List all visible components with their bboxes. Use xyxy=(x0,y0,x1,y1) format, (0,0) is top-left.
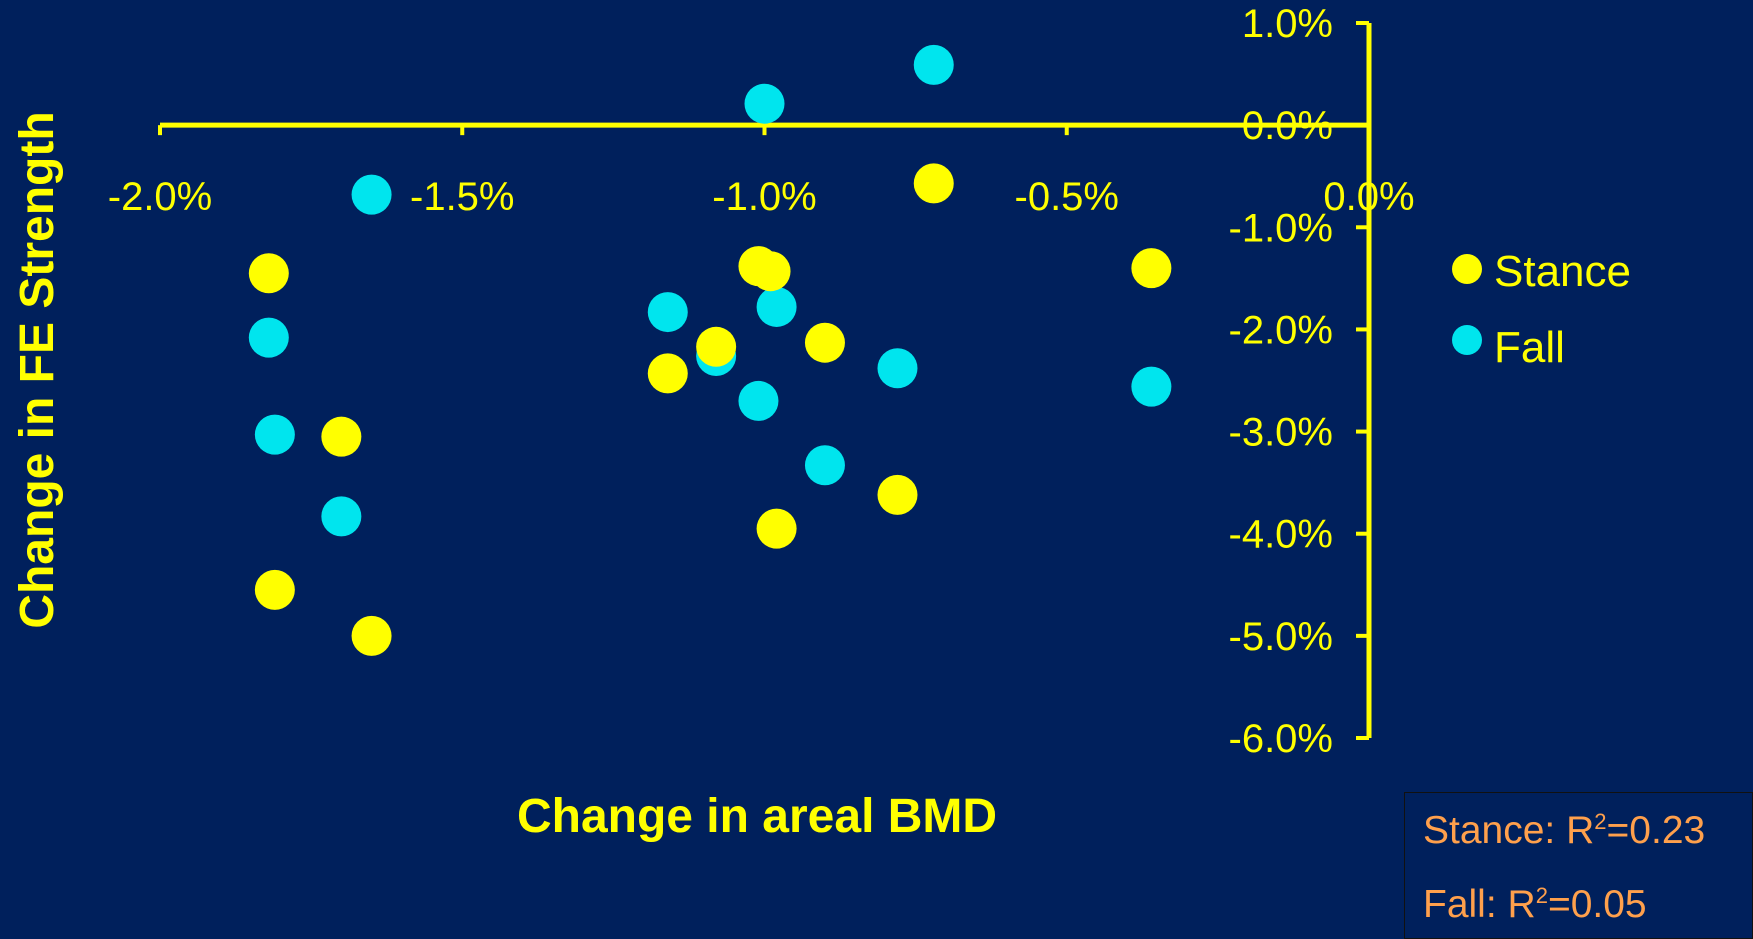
legend: Stance Fall xyxy=(1452,247,1631,372)
x-axis-title: Change in areal BMD xyxy=(517,790,997,843)
fall-r2-prefix: Fall: R xyxy=(1423,883,1536,926)
point-stance xyxy=(913,163,954,204)
x-tick-label: -1.0% xyxy=(712,175,817,219)
point-stance xyxy=(1131,248,1172,289)
point-fall xyxy=(248,317,289,358)
fall-r2: Fall: R2=0.05 xyxy=(1423,883,1647,927)
y-axis-title: Change in FE Strength xyxy=(11,111,64,628)
point-stance xyxy=(877,474,918,515)
point-fall xyxy=(804,445,845,486)
x-tick-label: -2.0% xyxy=(108,175,213,219)
x-tick-label: -0.5% xyxy=(1015,175,1120,219)
fall-r2-value: =0.05 xyxy=(1547,883,1647,926)
stance-r2-value: =0.23 xyxy=(1606,809,1706,852)
y-tick-label: -1.0% xyxy=(1229,206,1334,250)
point-stance xyxy=(248,253,289,294)
point-fall xyxy=(254,414,295,455)
point-fall xyxy=(647,292,688,333)
legend-label-stance: Stance xyxy=(1494,247,1631,296)
stance-r2-prefix: Stance: R xyxy=(1423,809,1595,852)
x-tick-label: -1.5% xyxy=(410,175,515,219)
point-fall xyxy=(738,380,779,421)
point-stance xyxy=(696,326,737,367)
point-stance xyxy=(321,416,362,457)
legend-label-fall: Fall xyxy=(1494,323,1565,372)
y-tick-label: -2.0% xyxy=(1229,308,1334,352)
point-stance xyxy=(756,508,797,549)
x-tick-label: 0.0% xyxy=(1323,175,1414,219)
point-fall xyxy=(744,83,785,124)
y-tick-label: 0.0% xyxy=(1242,104,1333,148)
point-stance xyxy=(351,615,392,656)
legend-marker-stance xyxy=(1452,254,1482,284)
y-tick-label: 1.0% xyxy=(1242,2,1333,46)
point-fall xyxy=(351,174,392,215)
point-stance xyxy=(647,353,688,394)
y-tick-label: -4.0% xyxy=(1229,513,1334,557)
point-fall xyxy=(321,496,362,537)
y-tick-label: -6.0% xyxy=(1229,717,1334,761)
point-stance xyxy=(804,322,845,363)
point-stance xyxy=(254,569,295,610)
stance-r2-superscript: 2 xyxy=(1594,809,1607,834)
stance-r2: Stance: R2=0.23 xyxy=(1423,809,1705,853)
y-tick-label: -5.0% xyxy=(1229,615,1334,659)
legend-marker-fall xyxy=(1452,325,1482,355)
r-squared-annotation: Stance: R2=0.23 Fall: R2=0.05 xyxy=(1404,792,1753,939)
point-stance xyxy=(750,251,791,292)
data-points xyxy=(248,44,1172,656)
axes: -2.0% -1.5% -1.0% -0.5% 0.0%1.0%0.0%-1.0%-2.… xyxy=(108,2,1415,761)
point-fall xyxy=(913,44,954,85)
fall-r2-superscript: 2 xyxy=(1535,883,1548,908)
point-fall xyxy=(877,348,918,389)
y-tick-label: -3.0% xyxy=(1229,411,1334,455)
point-fall xyxy=(756,286,797,327)
point-fall xyxy=(1131,366,1172,407)
